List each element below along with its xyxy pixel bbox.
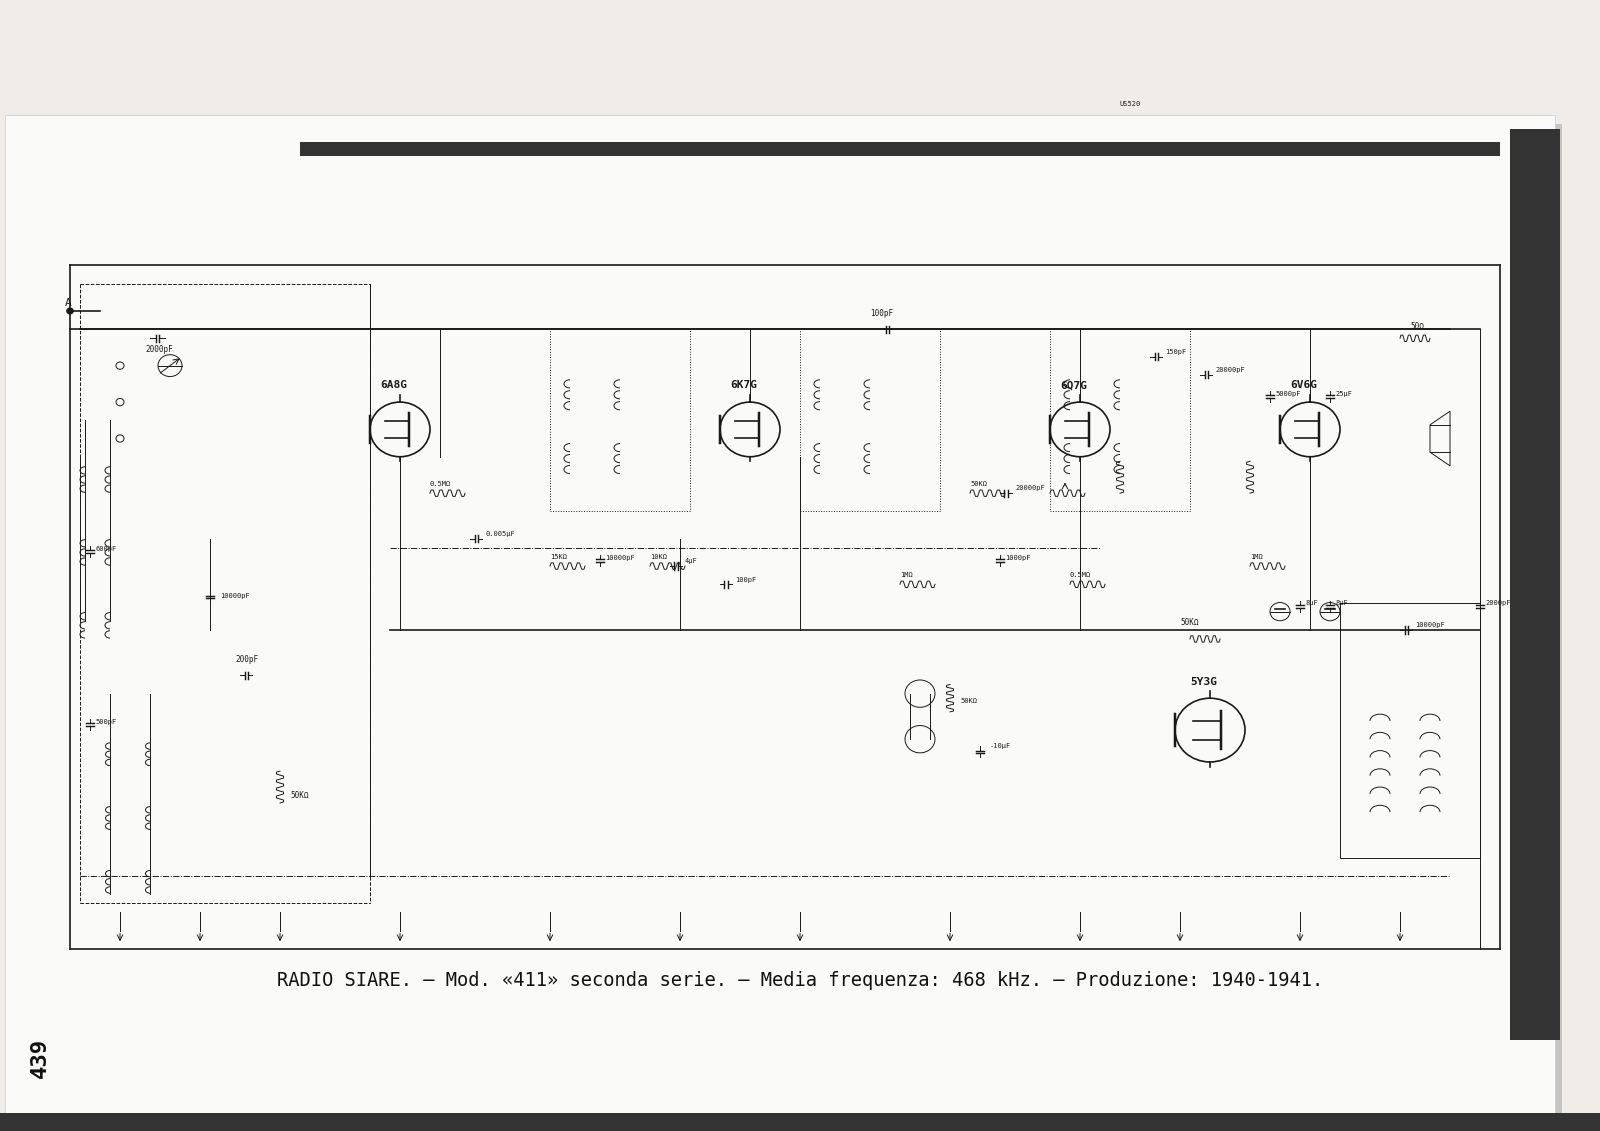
- Text: 6V6G: 6V6G: [1290, 380, 1317, 390]
- Text: 50KΩ: 50KΩ: [290, 792, 309, 801]
- Bar: [1050, 329, 1190, 511]
- Text: 15KΩ: 15KΩ: [550, 554, 566, 560]
- Bar: [550, 329, 690, 511]
- Bar: [301, 143, 1501, 156]
- Text: 50KΩ: 50KΩ: [970, 481, 987, 487]
- Text: 6K7G: 6K7G: [730, 380, 757, 390]
- Text: 10000pF: 10000pF: [221, 593, 250, 599]
- Text: 150pF: 150pF: [1165, 348, 1186, 355]
- Text: 20000pF: 20000pF: [1214, 366, 1245, 373]
- Text: 600pF: 600pF: [94, 545, 117, 552]
- Text: 50KΩ: 50KΩ: [960, 698, 978, 703]
- Text: 200pF: 200pF: [235, 655, 258, 664]
- Text: RADIO SIARE. — Mod. «411» seconda serie. — Media frequenza: 468 kHz. — Produzion: RADIO SIARE. — Mod. «411» seconda serie.…: [277, 972, 1323, 990]
- Text: 50KΩ: 50KΩ: [1181, 619, 1198, 628]
- Text: 50Ω: 50Ω: [1410, 322, 1424, 331]
- Text: 2000pF: 2000pF: [1485, 601, 1510, 606]
- Text: 2000pF: 2000pF: [146, 345, 173, 354]
- Text: 10000pF: 10000pF: [1414, 622, 1445, 628]
- Text: 100pF: 100pF: [870, 309, 893, 318]
- Text: 1MΩ: 1MΩ: [899, 572, 912, 578]
- Text: 20000pF: 20000pF: [1014, 485, 1045, 492]
- Text: 0.5MΩ: 0.5MΩ: [1070, 572, 1091, 578]
- Text: 5000pF: 5000pF: [1275, 390, 1301, 397]
- Text: 5Y3G: 5Y3G: [1190, 676, 1218, 687]
- Text: 8μF: 8μF: [1334, 601, 1347, 606]
- Bar: [1341, 603, 1480, 857]
- Text: 0.5MΩ: 0.5MΩ: [430, 481, 451, 487]
- Text: US520: US520: [1120, 101, 1141, 107]
- Text: 4μF: 4μF: [685, 559, 698, 564]
- Text: 1MΩ: 1MΩ: [1250, 554, 1262, 560]
- Text: 25μF: 25μF: [1334, 390, 1352, 397]
- Text: 439: 439: [30, 1038, 50, 1078]
- Circle shape: [67, 309, 74, 313]
- Text: 0.005μF: 0.005μF: [485, 532, 515, 537]
- Text: 6A8G: 6A8G: [381, 380, 406, 390]
- Bar: [0, 1113, 1600, 1131]
- Text: A: A: [66, 299, 72, 309]
- Text: 10000pF: 10000pF: [605, 554, 635, 561]
- Bar: [1510, 129, 1560, 1039]
- Text: 10KΩ: 10KΩ: [650, 554, 667, 560]
- Text: 8μF: 8μF: [1306, 601, 1318, 606]
- Text: 100pF: 100pF: [734, 577, 757, 582]
- Text: -10μF: -10μF: [990, 743, 1011, 750]
- Text: 1000pF: 1000pF: [1005, 554, 1030, 561]
- Bar: [800, 329, 941, 511]
- Text: 6Q7G: 6Q7G: [1059, 380, 1086, 390]
- Text: 500pF: 500pF: [94, 718, 117, 725]
